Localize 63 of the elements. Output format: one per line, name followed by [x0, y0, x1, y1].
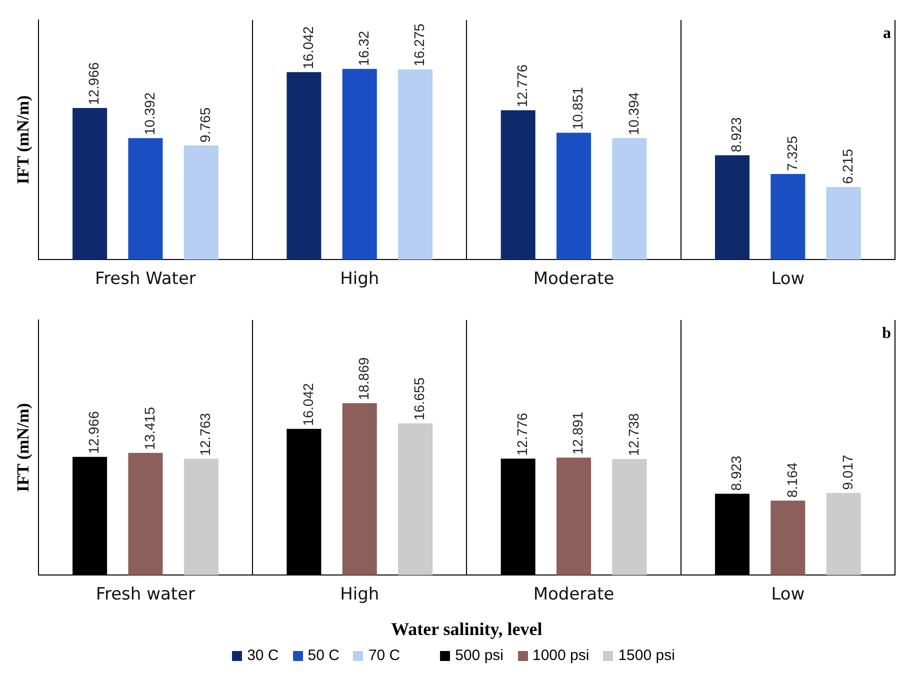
data-label: 10.851: [570, 86, 586, 130]
bar: [342, 68, 377, 260]
data-label: 12.891: [570, 412, 586, 455]
bar: [72, 108, 108, 260]
bar: [128, 138, 163, 260]
data-label: 16.042: [300, 382, 316, 426]
bar: [556, 132, 592, 260]
bar: [714, 155, 750, 260]
data-label: 10.394: [625, 92, 642, 136]
data-label: 12.776: [514, 64, 530, 108]
data-label: 8.164: [784, 462, 800, 498]
x-tick-label: High: [340, 584, 380, 605]
bar: [612, 458, 647, 575]
data-label: 16.655: [411, 377, 428, 420]
data-label: 12.776: [514, 412, 530, 456]
x-tick-label: Fresh Water: [95, 269, 196, 290]
legend-label: 500 psi: [455, 647, 504, 664]
data-label: 12.763: [197, 412, 214, 456]
data-label: 12.966: [86, 62, 102, 106]
data-label: 12.738: [625, 412, 642, 456]
x-tick-label: Fresh water: [96, 584, 196, 605]
bar: [612, 138, 647, 260]
bar: [826, 492, 861, 575]
data-label: 18.869: [355, 357, 372, 400]
bar: [770, 174, 806, 260]
x-tick-label: Low: [771, 584, 805, 605]
chart-title: a: [883, 25, 891, 42]
bar: [826, 186, 861, 260]
x-axis-title: Water salinity, level: [391, 618, 542, 639]
data-label: 12.966: [86, 410, 102, 454]
y-axis-title: IFT (mN/m): [14, 403, 33, 492]
legend-label: 1000 psi: [532, 647, 590, 664]
data-label: 8.923: [728, 455, 744, 491]
data-label: 9.017: [839, 454, 856, 490]
data-label: 10.392: [141, 92, 158, 136]
y-axis-title: IFT (mN/m): [14, 95, 33, 184]
data-label: 9.765: [197, 107, 214, 142]
legend-label: 50 C: [308, 647, 340, 664]
bar: [500, 110, 536, 260]
x-tick-label: High: [340, 269, 380, 290]
bar: [770, 500, 806, 575]
data-label: 16.042: [300, 26, 316, 70]
data-label: 13.415: [141, 406, 158, 450]
data-label: 6.215: [839, 148, 856, 184]
x-tick-label: Low: [771, 269, 805, 290]
bar: [342, 403, 377, 575]
data-label: 8.923: [728, 117, 744, 152]
data-label: 7.325: [784, 136, 800, 171]
bar: [556, 458, 592, 575]
chart-title: b: [882, 325, 892, 342]
bar: [286, 72, 322, 260]
legend-label: 1500 psi: [618, 647, 675, 664]
bar: [184, 145, 218, 260]
legend-label: 30 C: [247, 647, 279, 664]
data-label: 16.275: [411, 23, 428, 66]
bar: [398, 423, 433, 575]
legend-label: 70 C: [368, 647, 400, 664]
bar: [128, 452, 163, 575]
data-label: 16.32: [355, 30, 372, 66]
x-tick-label: Moderate: [533, 584, 614, 605]
x-tick-label: Moderate: [533, 269, 614, 290]
bar: [398, 69, 433, 260]
bar: [184, 458, 218, 575]
